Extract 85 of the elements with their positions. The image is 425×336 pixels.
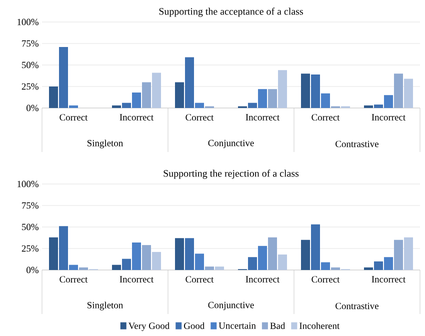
bar bbox=[142, 245, 151, 270]
bar bbox=[331, 267, 340, 270]
y-tick-label: 25% bbox=[22, 245, 38, 252]
text: Conjunctive bbox=[208, 140, 254, 148]
bar bbox=[69, 105, 78, 108]
bar bbox=[248, 102, 257, 108]
y-tick-label: 50% bbox=[22, 224, 38, 230]
bar bbox=[185, 238, 194, 270]
x-tick-label: Correct bbox=[186, 114, 214, 121]
bar bbox=[185, 57, 194, 108]
y-tick-label: 100% bbox=[18, 180, 38, 188]
text: Contrastive bbox=[336, 140, 378, 148]
bar bbox=[301, 74, 310, 108]
bar bbox=[49, 237, 58, 270]
x-tick-label: Incorrect bbox=[120, 276, 154, 282]
bar bbox=[258, 89, 267, 108]
bar bbox=[384, 95, 393, 108]
x-tick-label: Incorrect bbox=[372, 276, 406, 282]
y-tick-label: 75% bbox=[22, 40, 38, 47]
bar bbox=[132, 242, 141, 270]
text: Singleton bbox=[88, 302, 124, 310]
y-tick-label: 100% bbox=[18, 18, 38, 26]
x-tick-label: Incorrect bbox=[372, 114, 406, 120]
bar bbox=[152, 252, 161, 270]
bar bbox=[175, 238, 184, 270]
bar bbox=[404, 237, 413, 270]
text: Conjunctive bbox=[208, 302, 254, 310]
x-tick-label: Incorrect bbox=[120, 114, 154, 120]
x-tick-label: Correct bbox=[186, 276, 214, 283]
x-tick-label: Incorrect bbox=[246, 114, 280, 120]
bar bbox=[394, 74, 403, 108]
x-tick-label: Correct bbox=[312, 114, 340, 121]
bar bbox=[301, 240, 310, 270]
x-tick-label: Correct bbox=[60, 114, 88, 121]
bar bbox=[112, 105, 121, 108]
legend-label: Good bbox=[184, 322, 205, 330]
bar bbox=[364, 105, 373, 108]
bar bbox=[175, 82, 184, 108]
bar bbox=[195, 102, 204, 108]
bar bbox=[321, 262, 330, 270]
y-tick-label: 25% bbox=[22, 83, 38, 90]
bar bbox=[195, 254, 204, 270]
y-tick-label: 0% bbox=[26, 104, 38, 112]
legend-label: Uncertain bbox=[218, 322, 256, 329]
bar bbox=[49, 86, 58, 108]
bar bbox=[321, 93, 330, 108]
bar bbox=[278, 70, 287, 108]
bar bbox=[374, 261, 383, 270]
x-tick-label: Correct bbox=[312, 276, 340, 283]
bar bbox=[152, 72, 161, 108]
bar bbox=[384, 257, 393, 270]
bar bbox=[374, 104, 383, 108]
bar bbox=[248, 257, 257, 270]
bar bbox=[311, 224, 320, 270]
bar bbox=[59, 226, 68, 270]
bar bbox=[258, 246, 267, 270]
bar bbox=[311, 74, 320, 108]
x-tick-label: Incorrect bbox=[246, 276, 280, 282]
bar bbox=[205, 266, 214, 270]
bar bbox=[142, 82, 151, 108]
bar bbox=[394, 240, 403, 270]
bar bbox=[69, 264, 78, 270]
bar bbox=[278, 254, 287, 270]
bar bbox=[364, 267, 373, 270]
bar bbox=[122, 102, 131, 108]
chart-title: Supporting the rejection of a class bbox=[164, 170, 299, 179]
y-tick-label: 50% bbox=[22, 62, 38, 68]
bar bbox=[112, 264, 121, 270]
y-tick-label: 75% bbox=[22, 202, 38, 209]
bar bbox=[404, 78, 413, 108]
text: Singleton bbox=[88, 140, 124, 148]
bar bbox=[122, 258, 131, 270]
bar bbox=[59, 46, 68, 108]
bar bbox=[132, 92, 141, 108]
bar bbox=[268, 237, 277, 270]
bar bbox=[215, 266, 224, 270]
legend-label: Very Good bbox=[128, 322, 170, 331]
x-tick-label: Correct bbox=[60, 276, 88, 283]
legend-label: Incoherent bbox=[300, 322, 340, 330]
chart-title: Supporting the acceptance of a class bbox=[159, 8, 303, 17]
text: Contrastive bbox=[336, 302, 378, 310]
y-tick-label: 0% bbox=[26, 266, 38, 274]
legend-label: Bad bbox=[270, 322, 286, 330]
bar bbox=[79, 267, 88, 270]
bar bbox=[268, 89, 277, 108]
